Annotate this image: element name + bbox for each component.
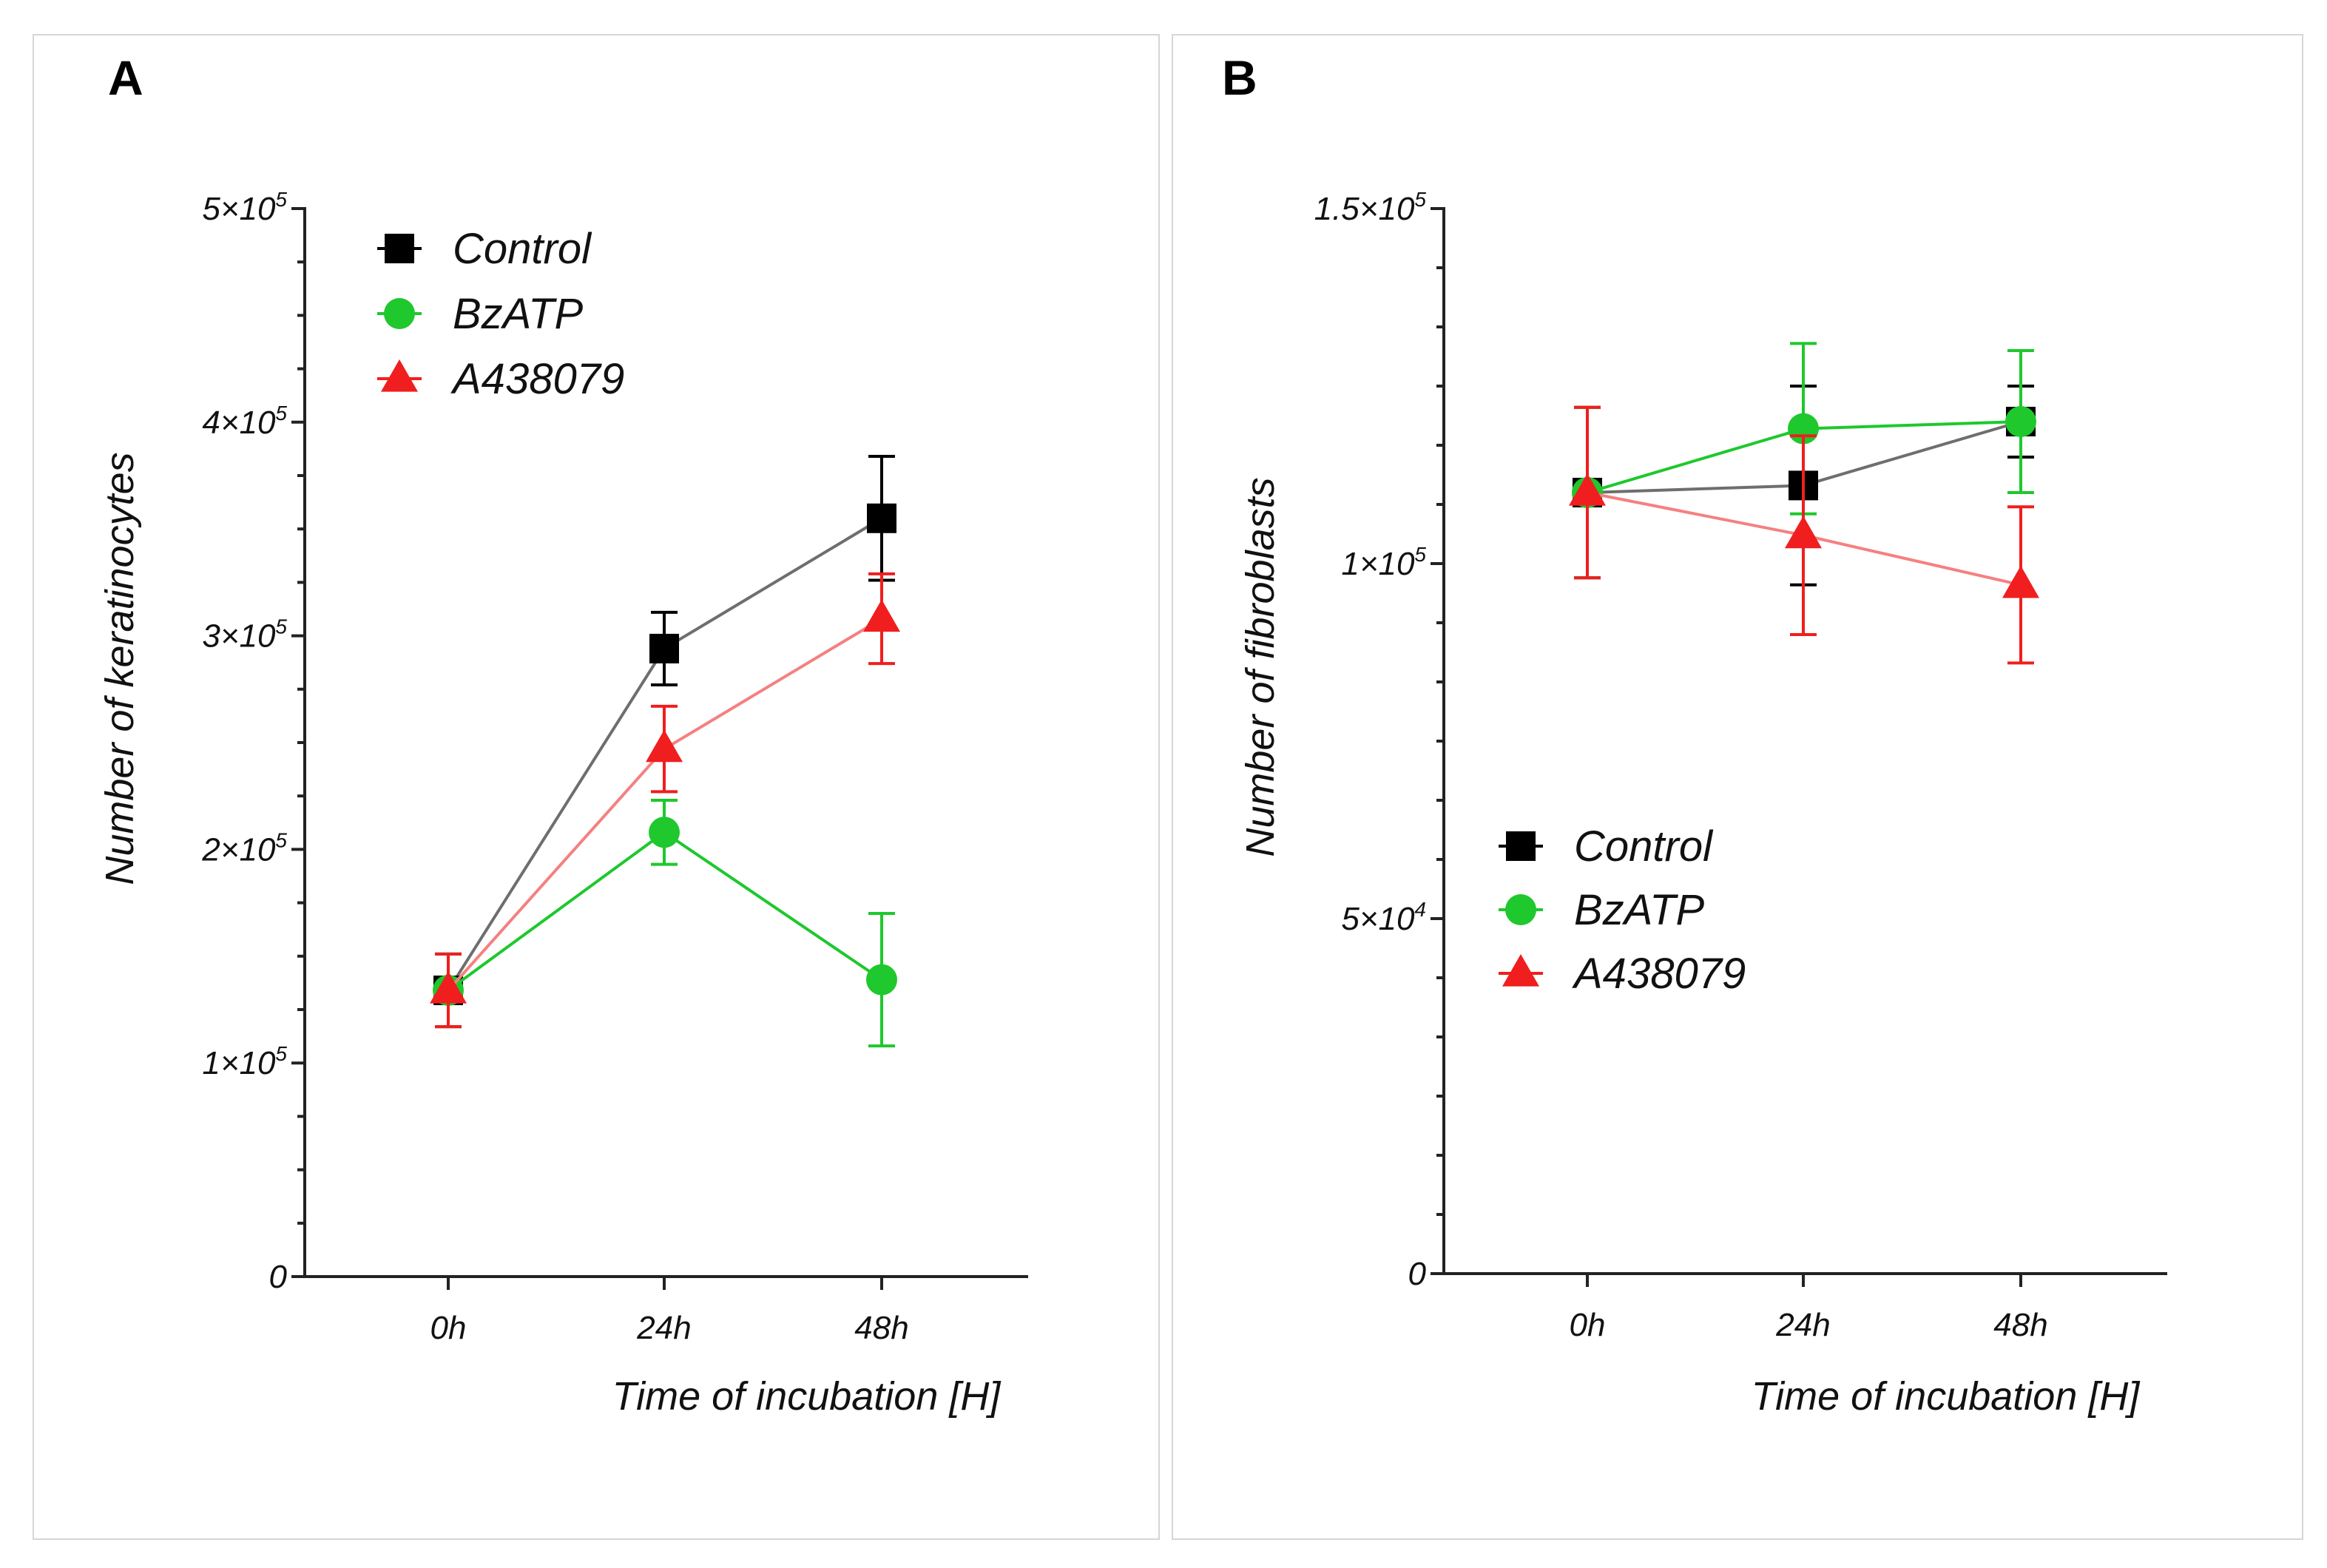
panel-b-letter: B [1222, 50, 1257, 105]
panel-b-y-tick-label: 1.5×105 [1314, 188, 1427, 227]
panel-a-point-bzatp [649, 817, 680, 848]
panel-b-y-tick-label: 5×104 [1341, 898, 1426, 937]
panel-b-legend: Control BzATP A438079 [1499, 822, 1746, 998]
legend-marker-bzatp [1505, 894, 1536, 925]
panel-a-legend: Control BzATP A438079 [377, 225, 624, 403]
legend-label-control: Control [1574, 822, 1714, 871]
legend-marker-bzatp [384, 298, 415, 329]
panel-a-chart: A 0 1×105 2×105 3×105 4×105 5×105 0h 24h 48h Numbe… [98, 50, 1028, 1419]
panel-a-x-tick-label: 0h [430, 1310, 467, 1346]
panel-a-series-bzatp [433, 798, 897, 1048]
legend-marker-control [1506, 831, 1536, 861]
panel-a-y-tick-label: 5×105 [202, 188, 287, 227]
panel-a-point-control [649, 633, 679, 663]
panel-a-y-axis-title: Number of keratinocytes [98, 452, 142, 885]
legend-marker-a438079 [381, 359, 418, 392]
panel-a-frame [33, 34, 1160, 1540]
panel-a-point-control [867, 503, 896, 533]
panel-b-x-axis-title: Time of incubation [H] [1752, 1374, 2141, 1419]
legend-label-a438079: A438079 [1572, 950, 1746, 998]
panel-a-point-a438079 [646, 729, 683, 763]
panel-b-point-a438079 [1785, 516, 1822, 549]
panel-a-point-a438079 [430, 970, 467, 1004]
legend-item-bzatp: BzATP [1499, 886, 1704, 934]
panel-b-chart: B 0 5×104 1×105 1.5×105 0h 24h 48h Number of fib… [1222, 50, 2167, 1419]
panel-a-point-a438079 [863, 599, 900, 632]
panel-a-letter: A [108, 50, 143, 105]
legend-item-a438079: A438079 [377, 355, 624, 403]
panel-b-y-tick-label: 1×105 [1341, 543, 1426, 582]
panel-b-point-a438079 [1569, 473, 1606, 506]
panel-b-point-a438079 [2002, 565, 2039, 598]
legend-label-bzatp: BzATP [1574, 886, 1704, 934]
panel-a-x-axis-title: Time of incubation [H] [612, 1374, 1002, 1419]
panel-b-y-axis-title: Number of fibroblasts [1238, 477, 1283, 856]
legend-marker-a438079 [1502, 953, 1539, 987]
panel-a-y-tick-label: 2×105 [201, 828, 287, 868]
panel-a-y-tick-label: 3×105 [202, 615, 287, 655]
legend-item-a438079: A438079 [1499, 950, 1746, 998]
panel-a-x-tick-label: 24h [636, 1310, 691, 1346]
panel-b-x-tick-label: 48h [1993, 1307, 2047, 1343]
panel-b-y-tick-label: 0 [1408, 1256, 1427, 1292]
panel-a-series-a438079 [430, 572, 900, 1029]
panel-b-frame [1172, 34, 2303, 1540]
panel-a-point-bzatp [866, 964, 897, 996]
panel-a-y-tick-label: 1×105 [202, 1042, 287, 1081]
panel-b-point-bzatp [2005, 406, 2036, 437]
panel-a-x-tick-label: 48h [854, 1310, 908, 1346]
legend-label-control: Control [453, 225, 592, 273]
legend-item-control: Control [1499, 822, 1714, 871]
panel-b-series-a438079 [1569, 405, 2039, 665]
panel-a-y-tick-label: 4×105 [202, 402, 287, 441]
panel-a-y-tick-label: 0 [269, 1259, 288, 1295]
panel-b-x-tick-label: 0h [1570, 1307, 1606, 1343]
legend-label-bzatp: BzATP [453, 290, 583, 338]
panel-b-x-tick-label: 24h [1775, 1307, 1830, 1343]
legend-marker-control [385, 234, 414, 263]
legend-item-bzatp: BzATP [377, 290, 583, 338]
legend-item-control: Control [377, 225, 592, 273]
legend-label-a438079: A438079 [450, 355, 624, 403]
